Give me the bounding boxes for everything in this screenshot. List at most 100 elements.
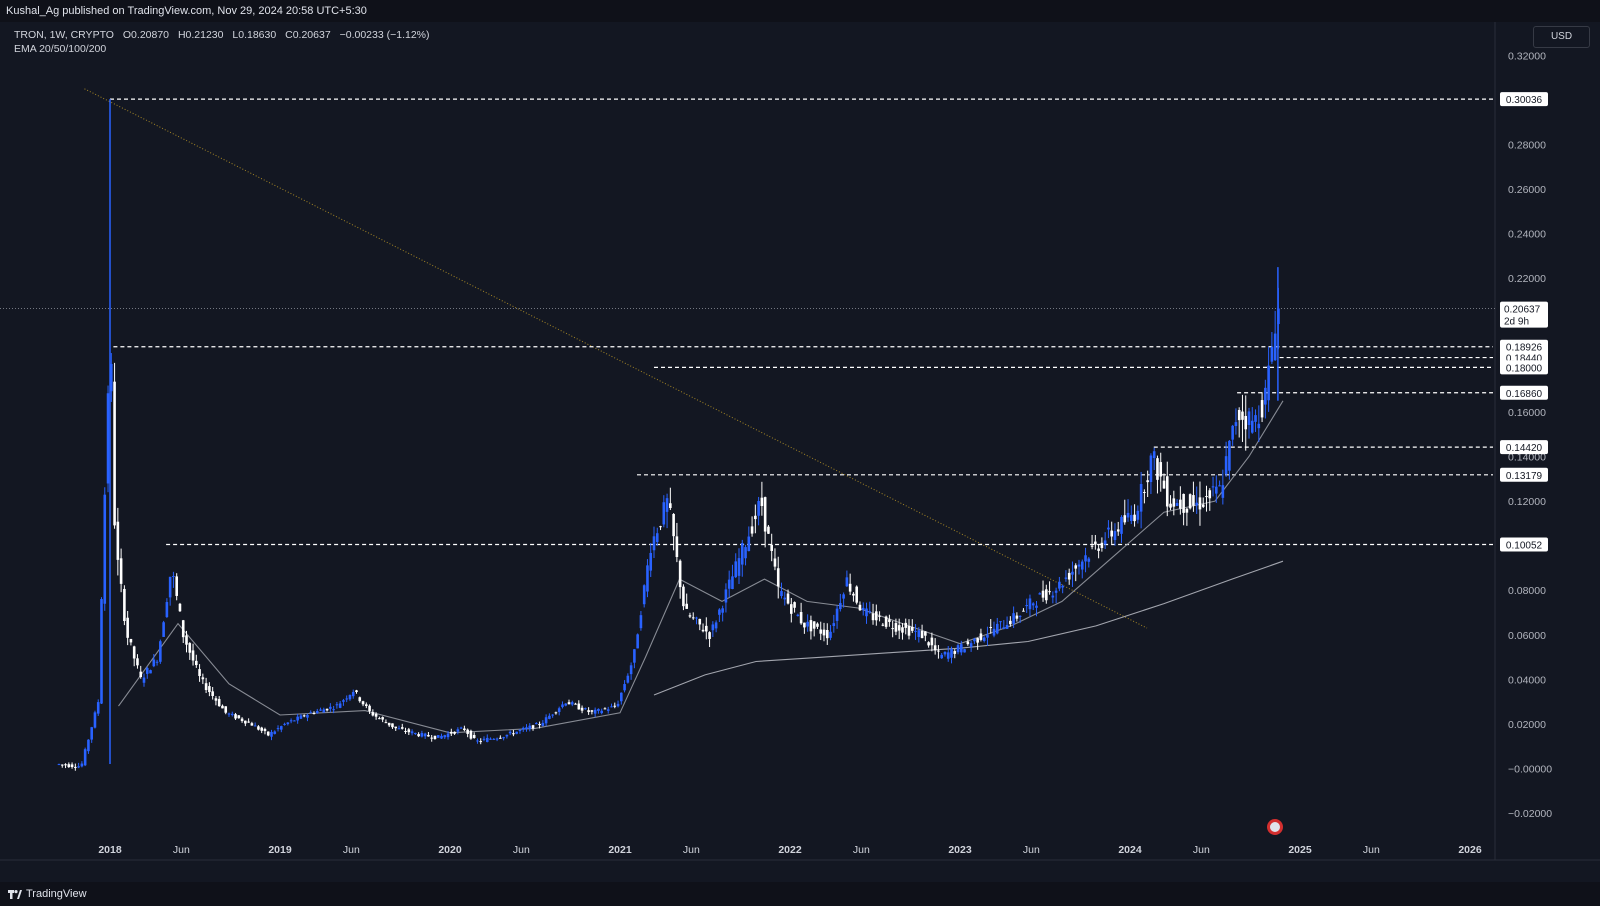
x-tick-label: 2021	[608, 844, 632, 856]
candle-body	[597, 708, 600, 711]
candle-body	[423, 733, 427, 737]
candle-body	[682, 586, 685, 607]
y-tick-label: 0.14000	[1508, 452, 1546, 464]
candle-body	[727, 579, 731, 589]
candle-body	[227, 713, 231, 715]
level-label-box	[1500, 385, 1548, 400]
x-tick-label: 2023	[948, 844, 972, 856]
candle-body	[973, 638, 976, 642]
candle-body	[263, 729, 267, 731]
candle-body	[528, 725, 532, 729]
candle-body	[747, 536, 751, 552]
y-tick-label: 0.12000	[1508, 496, 1546, 508]
candle-body	[247, 721, 250, 723]
candle-body	[701, 629, 705, 632]
x-tick-label: 2024	[1118, 844, 1142, 856]
candle-body	[1224, 456, 1228, 475]
candle-body	[678, 560, 682, 588]
x-tick-label: Jun	[1363, 844, 1380, 856]
candle-body	[1097, 548, 1100, 551]
candle-body	[230, 713, 234, 716]
candle-body	[1058, 581, 1061, 589]
tradingview-logo-icon	[8, 889, 22, 899]
candle-body	[662, 502, 666, 525]
candle-body	[878, 615, 881, 617]
symbol-ohlc-line: TRON, 1W, CRYPTO O0.20870 H0.21230 L0.18…	[14, 28, 436, 42]
candle-body	[1195, 502, 1198, 506]
candle-body	[773, 558, 777, 567]
candle-body	[531, 725, 535, 729]
x-tick-label: 2022	[778, 844, 802, 856]
trendline[interactable]	[84, 88, 1148, 629]
candle-body	[538, 723, 541, 726]
x-tick-label: Jun	[683, 844, 700, 856]
candle-body	[770, 544, 773, 551]
candle-body	[646, 565, 649, 592]
candle-body	[436, 735, 440, 738]
candle-body	[541, 722, 545, 726]
indicator-line: EMA 20/50/100/200	[14, 43, 107, 55]
x-tick-label: 2019	[268, 844, 292, 856]
candle-body	[453, 731, 456, 734]
candle-body	[884, 616, 888, 627]
candle-body	[675, 536, 679, 558]
candle-body	[721, 608, 724, 613]
candle-body	[642, 585, 646, 605]
candle-body	[198, 669, 201, 677]
candle-body	[881, 624, 885, 626]
candle-body	[1009, 620, 1012, 625]
candle-body	[999, 621, 1002, 623]
candle-body	[1267, 365, 1270, 401]
candle-body	[1123, 515, 1127, 523]
candle-body	[106, 393, 110, 484]
candle-body	[1198, 497, 1202, 510]
x-tick-label: Jun	[173, 844, 190, 856]
symbol-label: TRON, 1W, CRYPTO	[14, 29, 114, 41]
candle-body	[361, 701, 365, 705]
candle-body	[655, 533, 659, 542]
currency-button[interactable]: USD	[1533, 26, 1590, 48]
candle-body	[1156, 458, 1159, 480]
candle-body	[224, 706, 228, 713]
candle-body	[956, 645, 960, 653]
candle-body	[365, 704, 368, 706]
y-tick-label: 0.16000	[1508, 407, 1546, 419]
level-label-box	[1500, 360, 1548, 375]
candle-body	[93, 712, 97, 728]
x-tick-label: 2026	[1458, 844, 1482, 856]
candle-body	[1192, 495, 1195, 506]
candle-body	[1061, 585, 1064, 588]
candle-body	[819, 629, 823, 634]
level-label-box	[1500, 92, 1548, 107]
candle-body	[149, 670, 152, 674]
candle-body	[822, 629, 826, 636]
candle-body	[848, 583, 852, 592]
tradingview-brand[interactable]: TradingView	[8, 882, 87, 906]
candle-body	[407, 729, 411, 733]
candle-body	[459, 727, 463, 729]
candle-body	[1179, 499, 1182, 509]
candle-body	[910, 626, 914, 631]
candle-body	[888, 619, 891, 622]
candle-body	[322, 709, 326, 713]
candle-body	[400, 727, 404, 729]
candle-body	[825, 629, 829, 639]
candle-body	[1221, 485, 1225, 498]
candle-body	[293, 720, 296, 722]
candle-body	[378, 718, 381, 720]
candle-body	[260, 727, 263, 731]
candle-body	[855, 586, 858, 603]
candle-body	[806, 621, 809, 627]
y-tick-label: 0.24000	[1508, 229, 1546, 241]
candle-body	[1090, 545, 1094, 547]
candle-body	[515, 731, 518, 734]
candle-body	[257, 726, 260, 730]
candle-body	[603, 708, 607, 710]
candle-body	[368, 705, 371, 712]
price-chart[interactable]: 0.32000 0.28000 0.26000 0.24000 0.22000 0.160…	[0, 22, 1600, 882]
candle-body	[492, 738, 496, 740]
candle-body	[201, 677, 205, 680]
y-tick-label: −0.02000	[1508, 808, 1552, 820]
candle-body	[1218, 485, 1221, 487]
candle-body	[633, 649, 636, 663]
